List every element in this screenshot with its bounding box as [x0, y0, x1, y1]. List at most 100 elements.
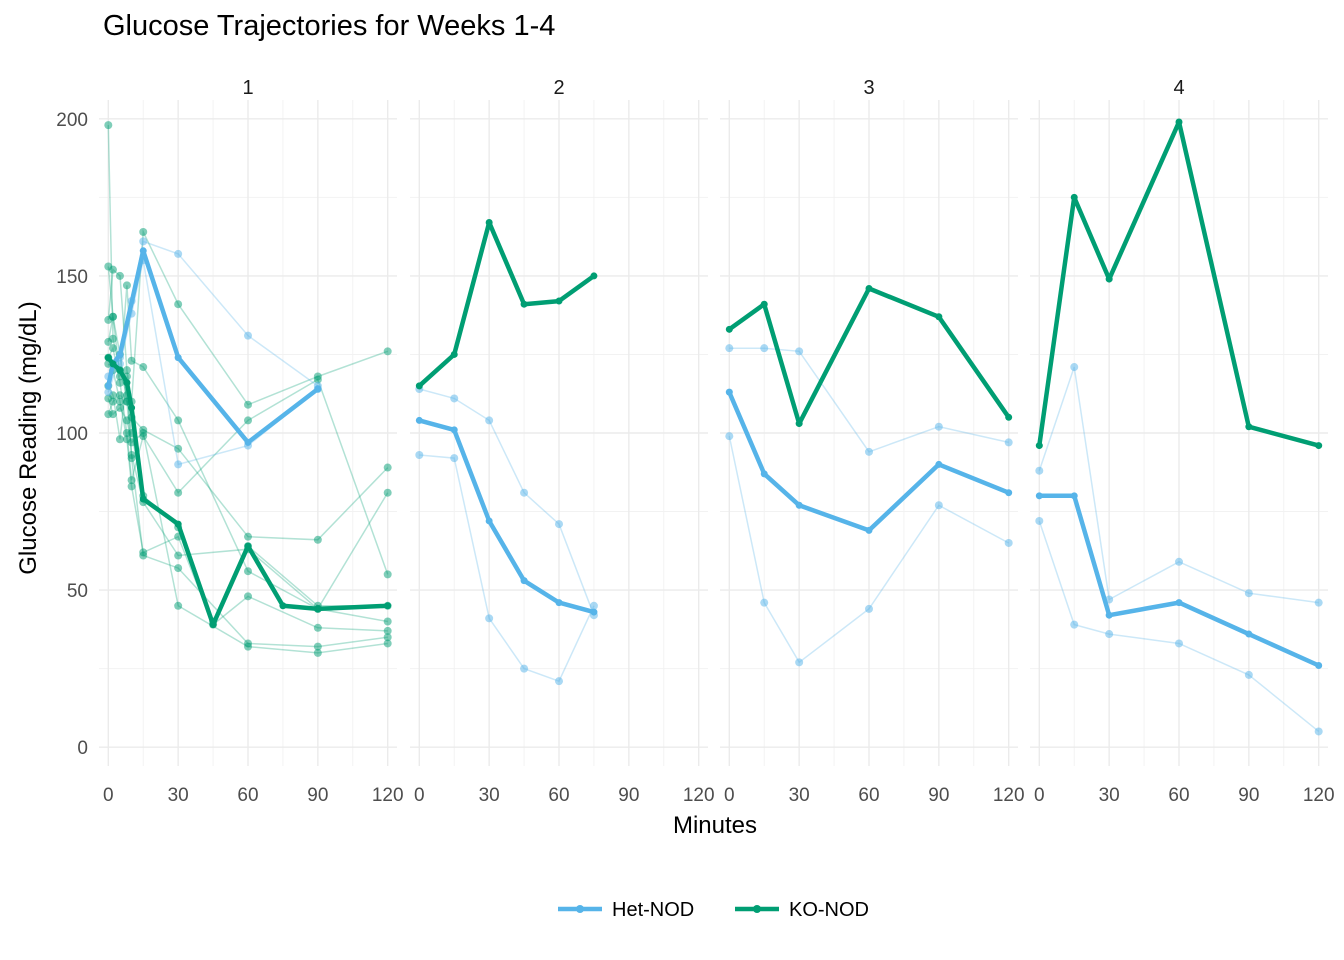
mean-point	[1005, 413, 1013, 421]
individual-line-1-6	[107, 376, 388, 648]
mean-point	[314, 605, 322, 613]
mean-point	[128, 404, 136, 412]
mean-point	[865, 526, 873, 534]
mean-line-2-KO-NOD	[417, 220, 596, 388]
individual-point	[1105, 630, 1114, 639]
individual-point	[115, 271, 124, 280]
individual-point	[244, 567, 252, 576]
legend-item-KO-NOD: KO-NOD	[735, 899, 869, 921]
individual-point	[313, 642, 322, 651]
individual-point	[555, 520, 563, 529]
x-tick-label-3-4: 120	[993, 785, 1025, 806]
individual-point	[104, 121, 113, 130]
x-axis-title: Minutes	[673, 812, 757, 839]
x-tick-label-1-0: 0	[103, 785, 114, 806]
mean-point	[450, 350, 458, 358]
legend-key-point	[753, 905, 761, 913]
individual-point	[244, 532, 252, 541]
mean-point	[1070, 193, 1078, 201]
individual-point	[520, 488, 529, 497]
individual-point	[244, 331, 252, 340]
y-tick-label-3: 150	[56, 267, 88, 288]
mean-line-2-Het-NOD	[418, 418, 595, 615]
mean-point	[1175, 118, 1183, 126]
x-tick-label-1-3: 90	[307, 785, 328, 806]
individual-point	[174, 300, 183, 309]
mean-point	[104, 382, 112, 390]
mean-point	[555, 599, 563, 607]
individual-point	[104, 388, 113, 397]
individual-line-2-1	[419, 454, 595, 683]
individual-point	[174, 551, 183, 560]
individual-point	[108, 265, 117, 274]
individual-point	[174, 564, 183, 573]
mean-point	[485, 219, 493, 227]
individual-point	[415, 450, 424, 459]
individual-point	[725, 432, 734, 441]
individual-point	[127, 450, 136, 459]
individual-point	[795, 658, 804, 667]
individual-point	[383, 488, 392, 497]
individual-point	[313, 648, 322, 657]
x-tick-label-2-1: 30	[479, 785, 500, 806]
individual-point	[174, 249, 183, 258]
individual-line-1-8	[107, 394, 388, 623]
individual-point	[174, 416, 183, 425]
mean-point	[384, 602, 392, 610]
facet-strip-label-1: 1	[242, 77, 253, 99]
individual-point	[115, 403, 124, 412]
y-tick-label-1: 50	[67, 581, 88, 602]
individual-point	[122, 429, 131, 437]
facet-strip-label-4: 4	[1173, 77, 1184, 99]
individual-point	[104, 337, 113, 346]
x-tick-label-4-2: 60	[1168, 785, 1189, 806]
mean-point	[244, 542, 252, 550]
y-tick-label-0: 0	[77, 738, 88, 759]
individual-point	[1314, 727, 1323, 736]
mean-line-3-KO-NOD	[727, 286, 1011, 426]
individual-point	[1035, 466, 1044, 475]
individual-point	[139, 227, 148, 236]
mean-point	[760, 470, 768, 478]
individual-point	[108, 312, 117, 321]
individual-point	[1244, 670, 1253, 679]
x-tick-label-1-1: 30	[168, 785, 189, 806]
mean-point	[485, 517, 493, 525]
x-tick-label-2-2: 60	[548, 785, 569, 806]
mean-point	[123, 379, 131, 387]
individual-point	[1244, 589, 1253, 598]
x-tick-label-1-4: 120	[372, 785, 404, 806]
individual-point	[555, 677, 563, 686]
mean-point	[1070, 492, 1078, 500]
individual-point	[383, 347, 392, 356]
mean-point	[865, 284, 873, 292]
individual-point	[383, 639, 392, 648]
mean-point	[139, 495, 147, 503]
mean-point	[760, 300, 768, 308]
individual-point	[174, 488, 183, 497]
mean-point	[1315, 661, 1323, 669]
individual-point	[244, 400, 252, 409]
individual-point	[865, 447, 873, 456]
x-tick-label-2-0: 0	[414, 785, 425, 806]
individual-point	[127, 476, 136, 485]
x-tick-label-3-2: 60	[858, 785, 879, 806]
individual-point	[934, 501, 943, 510]
individual-point	[865, 604, 873, 613]
individual-point	[934, 422, 943, 431]
mean-point	[555, 297, 563, 305]
x-tick-label-4-4: 120	[1303, 785, 1335, 806]
mean-point	[1245, 630, 1253, 638]
individual-point	[115, 391, 124, 400]
y-tick-label-2: 100	[56, 424, 88, 445]
mean-point	[104, 354, 112, 362]
individual-line-4-0	[1038, 366, 1319, 604]
individual-point	[174, 444, 183, 453]
individual-point	[244, 416, 252, 425]
individual-point	[108, 344, 117, 353]
mean-point	[174, 520, 182, 528]
mean-point	[725, 325, 733, 333]
legend: Het-NOD KO-NOD	[558, 899, 869, 921]
individual-point	[450, 394, 459, 403]
